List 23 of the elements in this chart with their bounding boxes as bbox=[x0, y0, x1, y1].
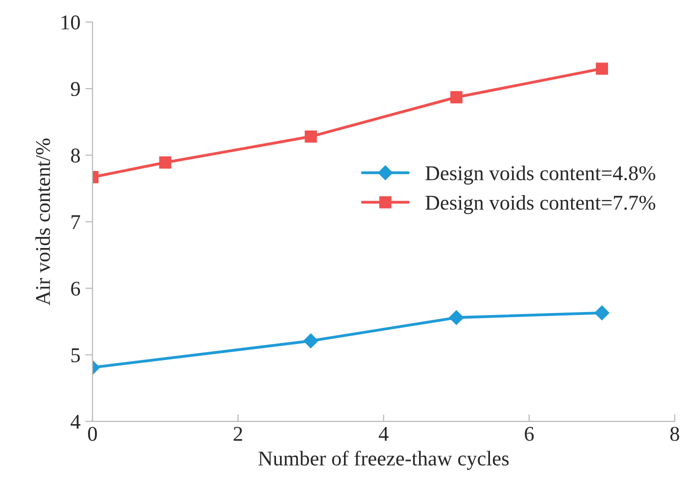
y-tick-label: 8 bbox=[71, 148, 80, 163]
point bbox=[159, 156, 172, 169]
y-axis-title: Air voids content/% bbox=[35, 138, 50, 306]
x-tick-label: 4 bbox=[378, 427, 388, 441]
y-tick-label: 7 bbox=[72, 215, 80, 229]
y-tick-label: 6 bbox=[71, 282, 80, 296]
y-tick-label: 5 bbox=[71, 348, 80, 362]
x-axis-title: Number of freeze-thaw cycles bbox=[258, 450, 509, 470]
x-tick-label: 2 bbox=[234, 426, 242, 441]
point bbox=[304, 130, 317, 143]
x-tick-label: 6 bbox=[524, 426, 534, 441]
point bbox=[450, 91, 462, 104]
x-tick-label: 0 bbox=[88, 426, 97, 441]
point bbox=[303, 333, 318, 348]
point bbox=[448, 310, 464, 325]
x-tick-label: 8 bbox=[670, 426, 680, 441]
point bbox=[594, 306, 610, 320]
y-tick-label: 10 bbox=[62, 15, 80, 30]
legend-label: Design voids content=7.7% bbox=[426, 195, 656, 214]
legend-label: Design voids content=4.8% bbox=[426, 166, 656, 185]
point bbox=[596, 62, 608, 75]
y-tick-label: 9 bbox=[70, 82, 80, 96]
y-tick-label: 4 bbox=[70, 414, 80, 429]
